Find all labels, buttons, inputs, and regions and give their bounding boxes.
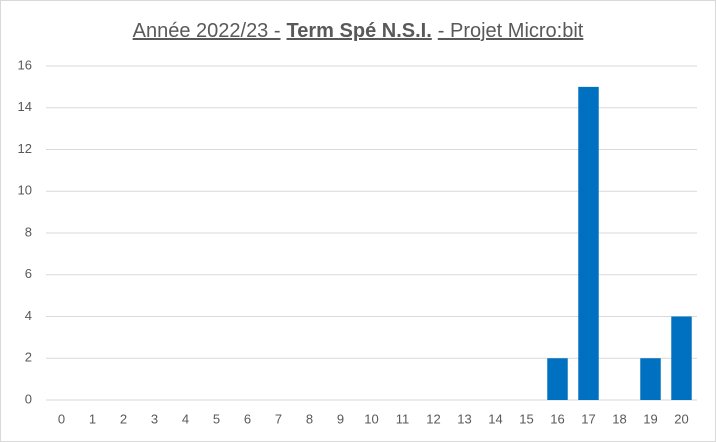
y-tick-label: 4 — [25, 308, 32, 323]
bar — [640, 358, 661, 400]
x-tick-label: 14 — [488, 411, 502, 426]
x-tick-label: 1 — [89, 411, 96, 426]
chart-title: Année 2022/23 - Term Spé N.S.I. - Projet M… — [133, 20, 584, 42]
y-tick-label: 16 — [18, 57, 32, 72]
y-tick-label: 8 — [25, 224, 32, 239]
x-tick-label: 5 — [213, 411, 220, 426]
bar — [578, 86, 599, 400]
y-tick-label: 10 — [18, 183, 32, 198]
x-tick-label: 17 — [581, 411, 595, 426]
y-tick-label: 2 — [25, 350, 32, 365]
y-tick-label: 12 — [18, 141, 32, 156]
x-tick-label: 20 — [674, 411, 688, 426]
x-tick-label: 12 — [426, 411, 440, 426]
x-tick-label: 19 — [643, 411, 657, 426]
x-tick-label: 3 — [151, 411, 158, 426]
x-tick-label: 10 — [364, 411, 378, 426]
x-tick-label: 13 — [457, 411, 471, 426]
x-tick-label: 6 — [244, 411, 251, 426]
x-tick-label: 0 — [58, 411, 65, 426]
x-tick-label: 2 — [120, 411, 127, 426]
x-tick-label: 8 — [306, 411, 313, 426]
x-tick-label: 15 — [519, 411, 533, 426]
title-part: Term Spé N.S.I. — [287, 20, 432, 42]
bar — [671, 316, 692, 400]
y-tick-label: 0 — [25, 391, 32, 406]
y-tick-label: 6 — [25, 266, 32, 281]
y-tick-label: 14 — [18, 99, 32, 114]
x-tick-label: 4 — [182, 411, 189, 426]
x-tick-label: 18 — [612, 411, 626, 426]
x-tick-label: 16 — [550, 411, 564, 426]
x-tick-label: 11 — [396, 411, 410, 426]
title-part: - Projet Micro:bit — [438, 20, 584, 42]
bar — [547, 358, 568, 400]
title-part: Année 2022/23 - — [133, 20, 281, 42]
x-tick-label: 7 — [275, 411, 282, 426]
x-tick-label: 9 — [337, 411, 344, 426]
